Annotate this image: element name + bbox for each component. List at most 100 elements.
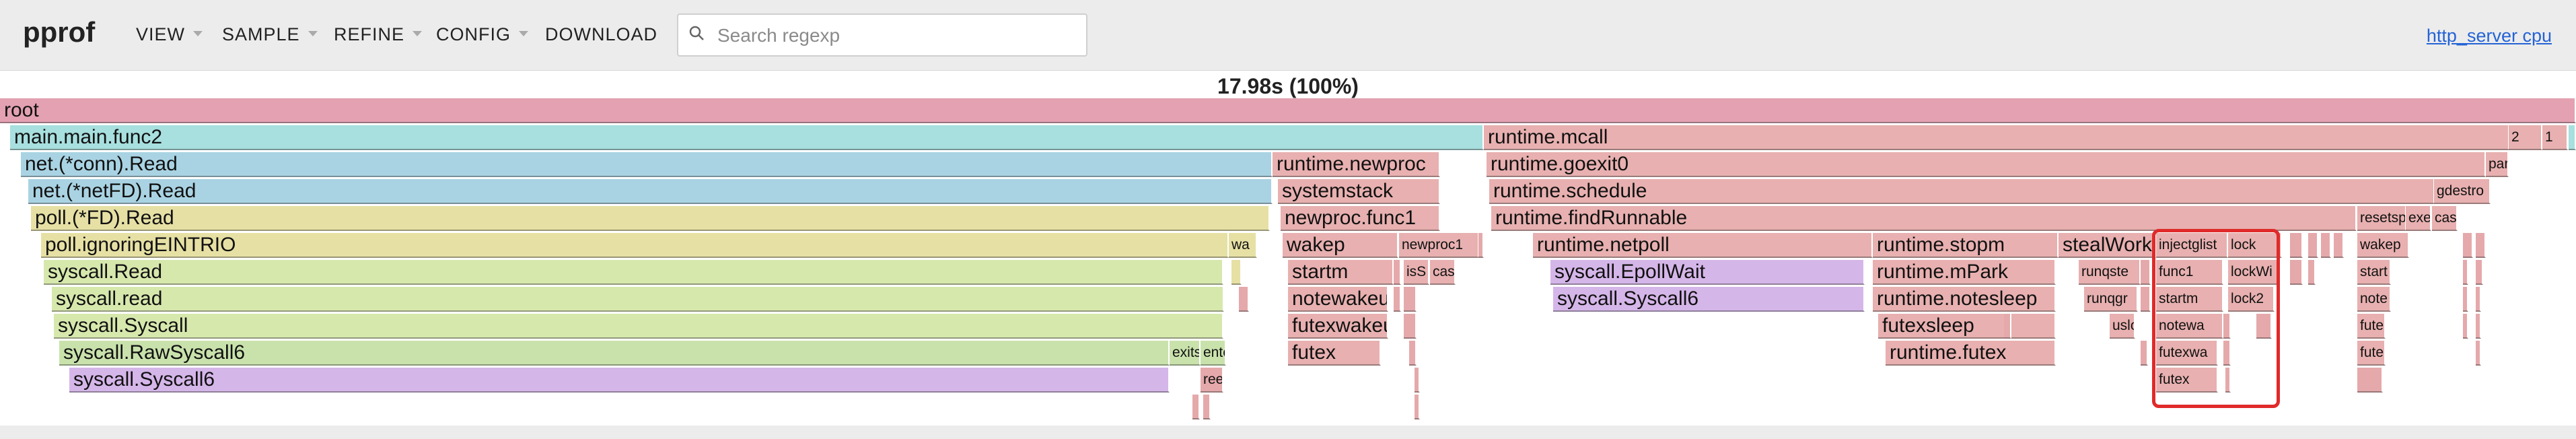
- flame-frame[interactable]: [2225, 368, 2231, 393]
- menu-config[interactable]: CONFIG: [436, 24, 528, 45]
- flame-frame[interactable]: wakep: [2357, 233, 2409, 258]
- flame-frame[interactable]: [2141, 260, 2151, 285]
- flame-frame[interactable]: [2290, 233, 2303, 258]
- flame-frame[interactable]: start: [2357, 260, 2391, 285]
- flame-frame[interactable]: [2463, 314, 2468, 339]
- flame-frame[interactable]: systemstack: [1278, 179, 1440, 204]
- flame-frame[interactable]: isS: [1404, 260, 1429, 285]
- flame-frame[interactable]: [1415, 368, 1420, 393]
- flame-frame[interactable]: fute: [2357, 341, 2386, 366]
- flame-frame[interactable]: runtime.futex: [1886, 341, 2056, 366]
- menu-download[interactable]: DOWNLOAD: [545, 24, 657, 45]
- flame-frame[interactable]: runtime.newproc: [1273, 152, 1440, 177]
- flame-frame[interactable]: startm: [2156, 287, 2223, 312]
- flame-frame[interactable]: ree: [1201, 368, 1223, 393]
- flame-frame[interactable]: [1404, 314, 1417, 339]
- flame-frame[interactable]: stealWork: [2059, 233, 2156, 258]
- flame-frame[interactable]: [2321, 233, 2331, 258]
- menu-view[interactable]: VIEW: [136, 24, 203, 45]
- flame-frame[interactable]: startm: [1288, 260, 1394, 285]
- flame-frame[interactable]: lock2: [2228, 287, 2275, 312]
- flame-frame[interactable]: notewakeup: [1288, 287, 1388, 312]
- flame-frame[interactable]: [2476, 314, 2481, 339]
- flame-frame[interactable]: [1409, 341, 1417, 366]
- flame-frame[interactable]: exits: [1170, 341, 1201, 366]
- flame-frame[interactable]: [2463, 260, 2468, 285]
- menu-sample[interactable]: SAMPLE: [222, 24, 318, 45]
- menu-refine[interactable]: REFINE: [334, 24, 423, 45]
- flame-frame[interactable]: [2223, 341, 2231, 366]
- flame-frame[interactable]: notewa: [2156, 314, 2223, 339]
- flame-frame[interactable]: futexsleep: [1878, 314, 2056, 339]
- flame-frame[interactable]: [2290, 260, 2303, 285]
- flame-frame[interactable]: [2463, 233, 2473, 258]
- flame-frame[interactable]: lockWi: [2228, 260, 2280, 285]
- flame-frame[interactable]: func1: [2156, 260, 2223, 285]
- flame-frame[interactable]: [2569, 125, 2576, 150]
- flame-frame[interactable]: [1404, 287, 1417, 312]
- flame-frame[interactable]: futex: [2156, 368, 2218, 393]
- flame-frame[interactable]: syscall.EpollWait: [1550, 260, 1865, 285]
- flame-frame[interactable]: runtime.mcall: [1484, 125, 2509, 150]
- flame-frame[interactable]: wa: [1229, 233, 1257, 258]
- flame-frame[interactable]: runqste: [2079, 260, 2141, 285]
- flame-frame[interactable]: futex: [1288, 341, 1381, 366]
- flame-frame[interactable]: [1239, 287, 1249, 312]
- flame-frame[interactable]: [2223, 314, 2231, 339]
- flame-frame[interactable]: runqgr: [2084, 287, 2138, 312]
- flame-frame[interactable]: syscall.Syscall: [54, 314, 1223, 339]
- flame-frame[interactable]: resetsp: [2357, 206, 2406, 231]
- flame-frame[interactable]: [1231, 260, 1242, 285]
- flame-frame[interactable]: poll.(*FD).Read: [31, 206, 1270, 231]
- flame-frame[interactable]: [2476, 260, 2483, 285]
- flame-frame[interactable]: 2: [2509, 125, 2542, 150]
- flame-frame[interactable]: [2256, 314, 2272, 339]
- flame-frame[interactable]: 1: [2542, 125, 2568, 150]
- flame-frame[interactable]: [1394, 287, 1401, 312]
- flame-frame[interactable]: runtime.findRunnable: [1491, 206, 2357, 231]
- flame-frame[interactable]: [2308, 233, 2318, 258]
- flame-frame[interactable]: [1203, 395, 1211, 419]
- flame-frame[interactable]: [1415, 395, 1420, 419]
- flame-frame[interactable]: runtime.goexit0: [1487, 152, 2486, 177]
- flame-frame[interactable]: exe: [2406, 206, 2431, 231]
- flame-frame[interactable]: gdestro: [2434, 179, 2491, 204]
- flame-frame[interactable]: runtime.notesleep: [1873, 287, 2056, 312]
- flame-frame[interactable]: futexwa: [2156, 341, 2218, 366]
- flame-frame[interactable]: futexwakeup: [1288, 314, 1388, 339]
- flame-frame[interactable]: [2141, 287, 2151, 312]
- flame-frame[interactable]: fute: [2357, 314, 2386, 339]
- flame-frame[interactable]: poll.ignoringEINTRIO: [41, 233, 1229, 258]
- flame-frame[interactable]: [2476, 287, 2481, 312]
- flame-frame[interactable]: [2308, 260, 2316, 285]
- flame-frame[interactable]: cas: [2432, 206, 2458, 231]
- flame-frame[interactable]: syscall.Syscall6: [69, 368, 1170, 393]
- flame-frame[interactable]: syscall.Read: [44, 260, 1223, 285]
- flame-frame[interactable]: net.(*conn).Read: [21, 152, 1273, 177]
- binary-link[interactable]: http_server cpu: [2426, 26, 2552, 46]
- flame-frame[interactable]: syscall.Syscall6: [1553, 287, 1865, 312]
- flame-frame[interactable]: [2334, 233, 2344, 258]
- flame-frame[interactable]: runtime.netpoll: [1533, 233, 1873, 258]
- flame-frame[interactable]: note: [2357, 287, 2391, 312]
- flame-frame[interactable]: syscall.RawSyscall6: [59, 341, 1170, 366]
- flame-frame[interactable]: [2141, 341, 2148, 366]
- flame-frame[interactable]: runtime.mPark: [1873, 260, 2056, 285]
- flame-frame[interactable]: [1394, 260, 1401, 285]
- flame-frame[interactable]: injectglist: [2156, 233, 2228, 258]
- flame-frame[interactable]: [2357, 368, 2383, 393]
- flame-frame[interactable]: runtime.stopm: [1873, 233, 2059, 258]
- flame-frame[interactable]: ente: [1201, 341, 1226, 366]
- flame-frame[interactable]: root: [0, 98, 2576, 123]
- flame-frame[interactable]: newproc1: [1399, 233, 1479, 258]
- flame-frame[interactable]: runtime.schedule: [1489, 179, 2435, 204]
- flame-frame[interactable]: uslo: [2110, 314, 2135, 339]
- flame-frame[interactable]: syscall.read: [52, 287, 1224, 312]
- flame-frame[interactable]: cas: [1430, 260, 1456, 285]
- flame-frame[interactable]: [2004, 314, 2011, 339]
- flame-frame[interactable]: lock: [2228, 233, 2282, 258]
- flame-frame[interactable]: newproc.func1: [1281, 206, 1440, 231]
- flame-frame[interactable]: par: [2486, 152, 2509, 177]
- flame-frame[interactable]: [1192, 395, 1200, 419]
- search-input[interactable]: [716, 22, 1082, 50]
